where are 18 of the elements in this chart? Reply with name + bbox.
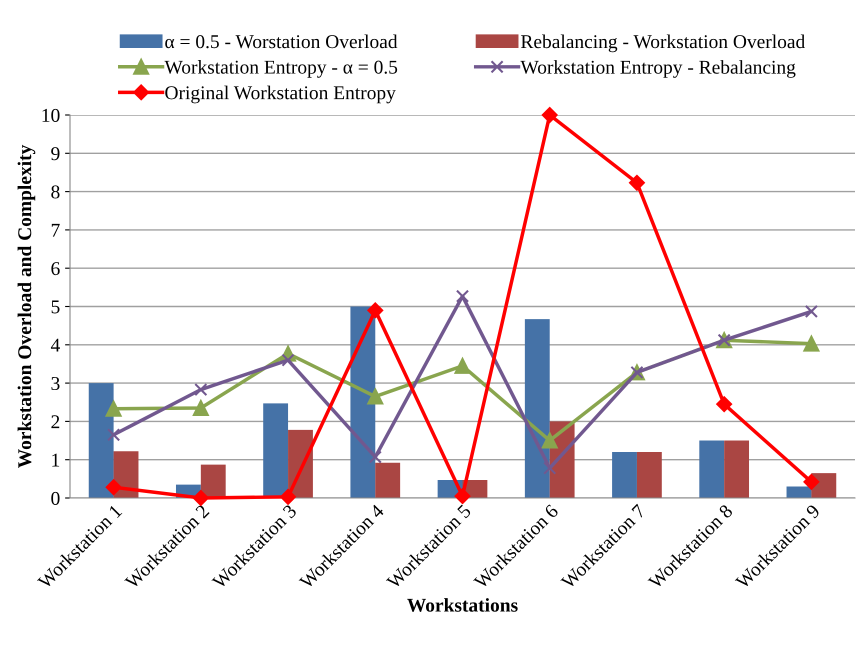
y-tick-label: 4 — [50, 338, 60, 352]
legend-label: Rebalancing - Workstation Overload — [520, 34, 805, 52]
legend-label: Workstation Entropy - Rebalancing — [520, 60, 796, 78]
y-tick-label: 5 — [52, 300, 60, 314]
y-tick-label: 10 — [42, 108, 60, 122]
y-axis-title: Workstation Overload and Complexity — [18, 144, 36, 468]
y-tick-label: 1 — [52, 454, 60, 466]
y-tick-label: 3 — [51, 376, 60, 390]
legend-label: Original Workstation Entropy — [165, 86, 396, 104]
y-tick-label: 2 — [51, 415, 60, 428]
y-tick-label: 7 — [52, 224, 60, 237]
y-tick-label: 9 — [51, 147, 60, 160]
x-axis-title: Workstations — [407, 598, 518, 612]
legend-label: Workstation Entropy - α = 0.5 — [164, 60, 398, 78]
y-tick-label: 6 — [51, 262, 60, 276]
y-tick-label: 8 — [51, 185, 60, 199]
y-tick-label: 0 — [51, 492, 60, 505]
legend-label: α = 0.5 - Worstation Overload — [165, 34, 398, 48]
